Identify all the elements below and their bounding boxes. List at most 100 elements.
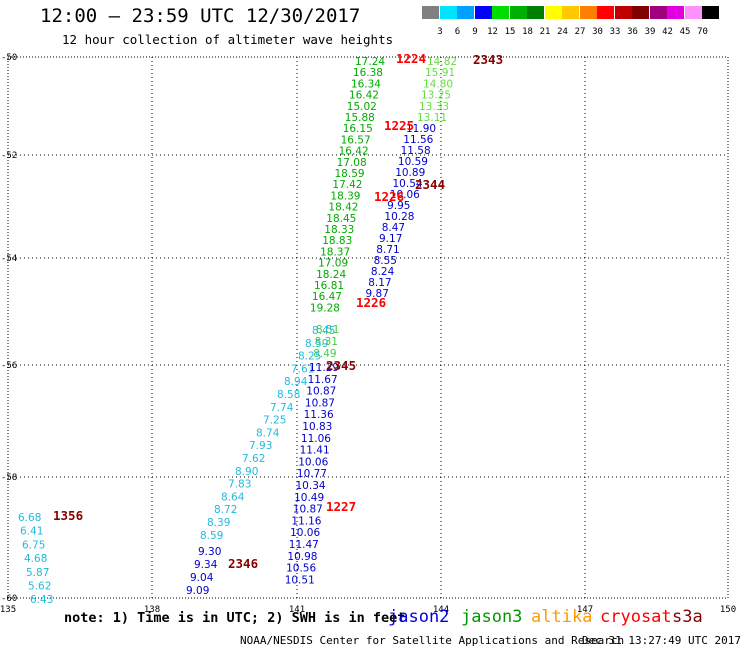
legend-swatch — [579, 6, 597, 19]
mission-legend-s3a: s3a — [672, 607, 703, 627]
swh-value-label: 10.87 — [306, 386, 336, 398]
swh-value-label: 18.24 — [316, 269, 346, 281]
swh-value-label: 10.87 — [293, 504, 323, 516]
mission-legend-altika: altika — [531, 607, 593, 627]
legend-label: 21 — [539, 27, 551, 37]
legend-label: 24 — [557, 27, 568, 37]
legend-label: 70 — [697, 27, 708, 37]
swh-value-label: 7.93 — [249, 440, 272, 452]
swh-value-label: 16.42 — [339, 146, 369, 158]
legend-swatch — [439, 6, 457, 19]
swh-value-label: 18.59 — [335, 168, 365, 180]
pass-time-label: 1227 — [326, 499, 356, 514]
credit-line: NOAA/NESDIS Center for Satellite Applica… — [240, 634, 625, 647]
legend-swatch — [702, 6, 719, 19]
swh-value-label: 8.72 — [214, 504, 237, 516]
legend-label: 45 — [679, 27, 691, 37]
swh-value-label: 18.37 — [320, 246, 350, 258]
swh-value-label: 10.06 — [298, 456, 328, 468]
swh-value-label: 6.68 — [18, 512, 41, 524]
swh-value-label: 10.56 — [286, 563, 316, 575]
swh-value-label: 14.80 — [423, 78, 453, 90]
legend-swatch — [544, 6, 562, 19]
swh-value-label: 8.59 — [200, 530, 223, 542]
mission-legend-jason3: jason3 — [461, 607, 523, 627]
swh-value-label: 8.45 — [312, 325, 335, 337]
legend-swatch — [474, 6, 492, 19]
footer-note: note: 1) Time is in UTC; 2) SWH is in fe… — [64, 610, 406, 626]
legend-swatch — [457, 6, 474, 19]
swh-value-label: 18.83 — [322, 235, 352, 247]
pass-time-label: 1226 — [374, 189, 404, 204]
swh-value-label: 8.49 — [313, 348, 336, 360]
legend-label: 15 — [504, 27, 516, 37]
lon-tick-label: 144 — [433, 605, 449, 615]
swh-value-label: 11.36 — [304, 409, 334, 421]
swh-value-label: 5.87 — [26, 567, 49, 579]
legend-label: 3 — [437, 27, 443, 37]
legend-label: 27 — [574, 27, 586, 37]
swh-value-label: 8.39 — [207, 517, 230, 529]
swh-value-label: 11.06 — [301, 433, 331, 445]
swh-value-label: 10.54 — [393, 178, 423, 190]
swh-value-label: 4.68 — [24, 553, 47, 565]
pass-time-label: 2345 — [326, 358, 356, 373]
swh-value-label: 11.47 — [289, 539, 319, 551]
swh-value-label: 18.45 — [326, 213, 356, 225]
swh-value-label: 11.56 — [403, 134, 433, 146]
lat-tick-label: -56 — [1, 361, 17, 371]
lon-tick-label: 135 — [0, 605, 16, 615]
swh-value-label: 18.33 — [324, 224, 354, 236]
legend-label: 6 — [454, 27, 461, 37]
lat-tick-label: -54 — [1, 254, 17, 264]
pass-time-label: 1356 — [53, 508, 83, 523]
swh-value-label: 7.83 — [228, 479, 251, 491]
swh-value-label: 17.42 — [332, 179, 362, 191]
swh-value-label: 8.55 — [374, 255, 397, 267]
swh-value-label: 11.90 — [406, 123, 436, 135]
swh-value-label: 6.43 — [30, 594, 53, 606]
swh-value-label: 8.31 — [315, 336, 338, 348]
swh-value-label: 13.33 — [419, 101, 449, 113]
lat-tick-label: -60 — [1, 594, 17, 604]
swh-value-label: 17.08 — [337, 157, 367, 169]
swh-value-label: 18.39 — [330, 190, 360, 202]
swh-value-label: 16.42 — [349, 90, 379, 102]
swh-value-label: 11.16 — [291, 515, 321, 527]
legend-swatch — [667, 6, 684, 19]
swh-value-label: 9.09 — [186, 585, 209, 597]
swh-value-label: 9.95 — [387, 200, 410, 212]
swh-value-label: 10.83 — [302, 421, 332, 433]
legend-label: 9 — [472, 27, 478, 37]
swh-value-label: 8.24 — [371, 266, 395, 278]
swh-value-label: 8.58 — [277, 389, 300, 401]
legend-label: 12 — [487, 27, 498, 37]
swh-value-label: 10.34 — [296, 480, 326, 492]
legend-label: 18 — [522, 27, 533, 37]
swh-value-label: 17.24 — [355, 56, 385, 68]
lon-tick-label: 141 — [289, 605, 305, 615]
pass-time-label: 1226 — [356, 295, 386, 310]
swh-value-label: 6.75 — [22, 539, 45, 551]
map-frame — [7, 56, 729, 599]
swh-value-label: 7.62 — [242, 453, 265, 465]
swh-value-label: 15.88 — [345, 112, 375, 124]
legend-label: 39 — [644, 27, 656, 37]
swh-value-label: 19.28 — [310, 302, 340, 314]
mission-legend-jason2: jason2 — [388, 607, 450, 627]
pass-time-label: 2344 — [415, 177, 445, 192]
legend-label: 42 — [662, 27, 673, 37]
legend-swatch — [614, 6, 632, 19]
swh-value-label: 8.94 — [284, 376, 308, 388]
legend-swatch — [562, 6, 579, 19]
page-subtitle: 12 hour collection of altimeter wave hei… — [62, 32, 394, 47]
legend-swatch — [527, 6, 544, 19]
swh-value-label: 8.51 — [316, 324, 339, 336]
pass-time-label: 2343 — [473, 52, 503, 67]
legend-swatch — [492, 6, 509, 19]
swh-value-label: 11.67 — [308, 374, 338, 386]
legend-swatch — [684, 6, 702, 19]
swh-value-label: 8.64 — [221, 491, 245, 503]
swh-value-label: 11.58 — [401, 145, 431, 157]
